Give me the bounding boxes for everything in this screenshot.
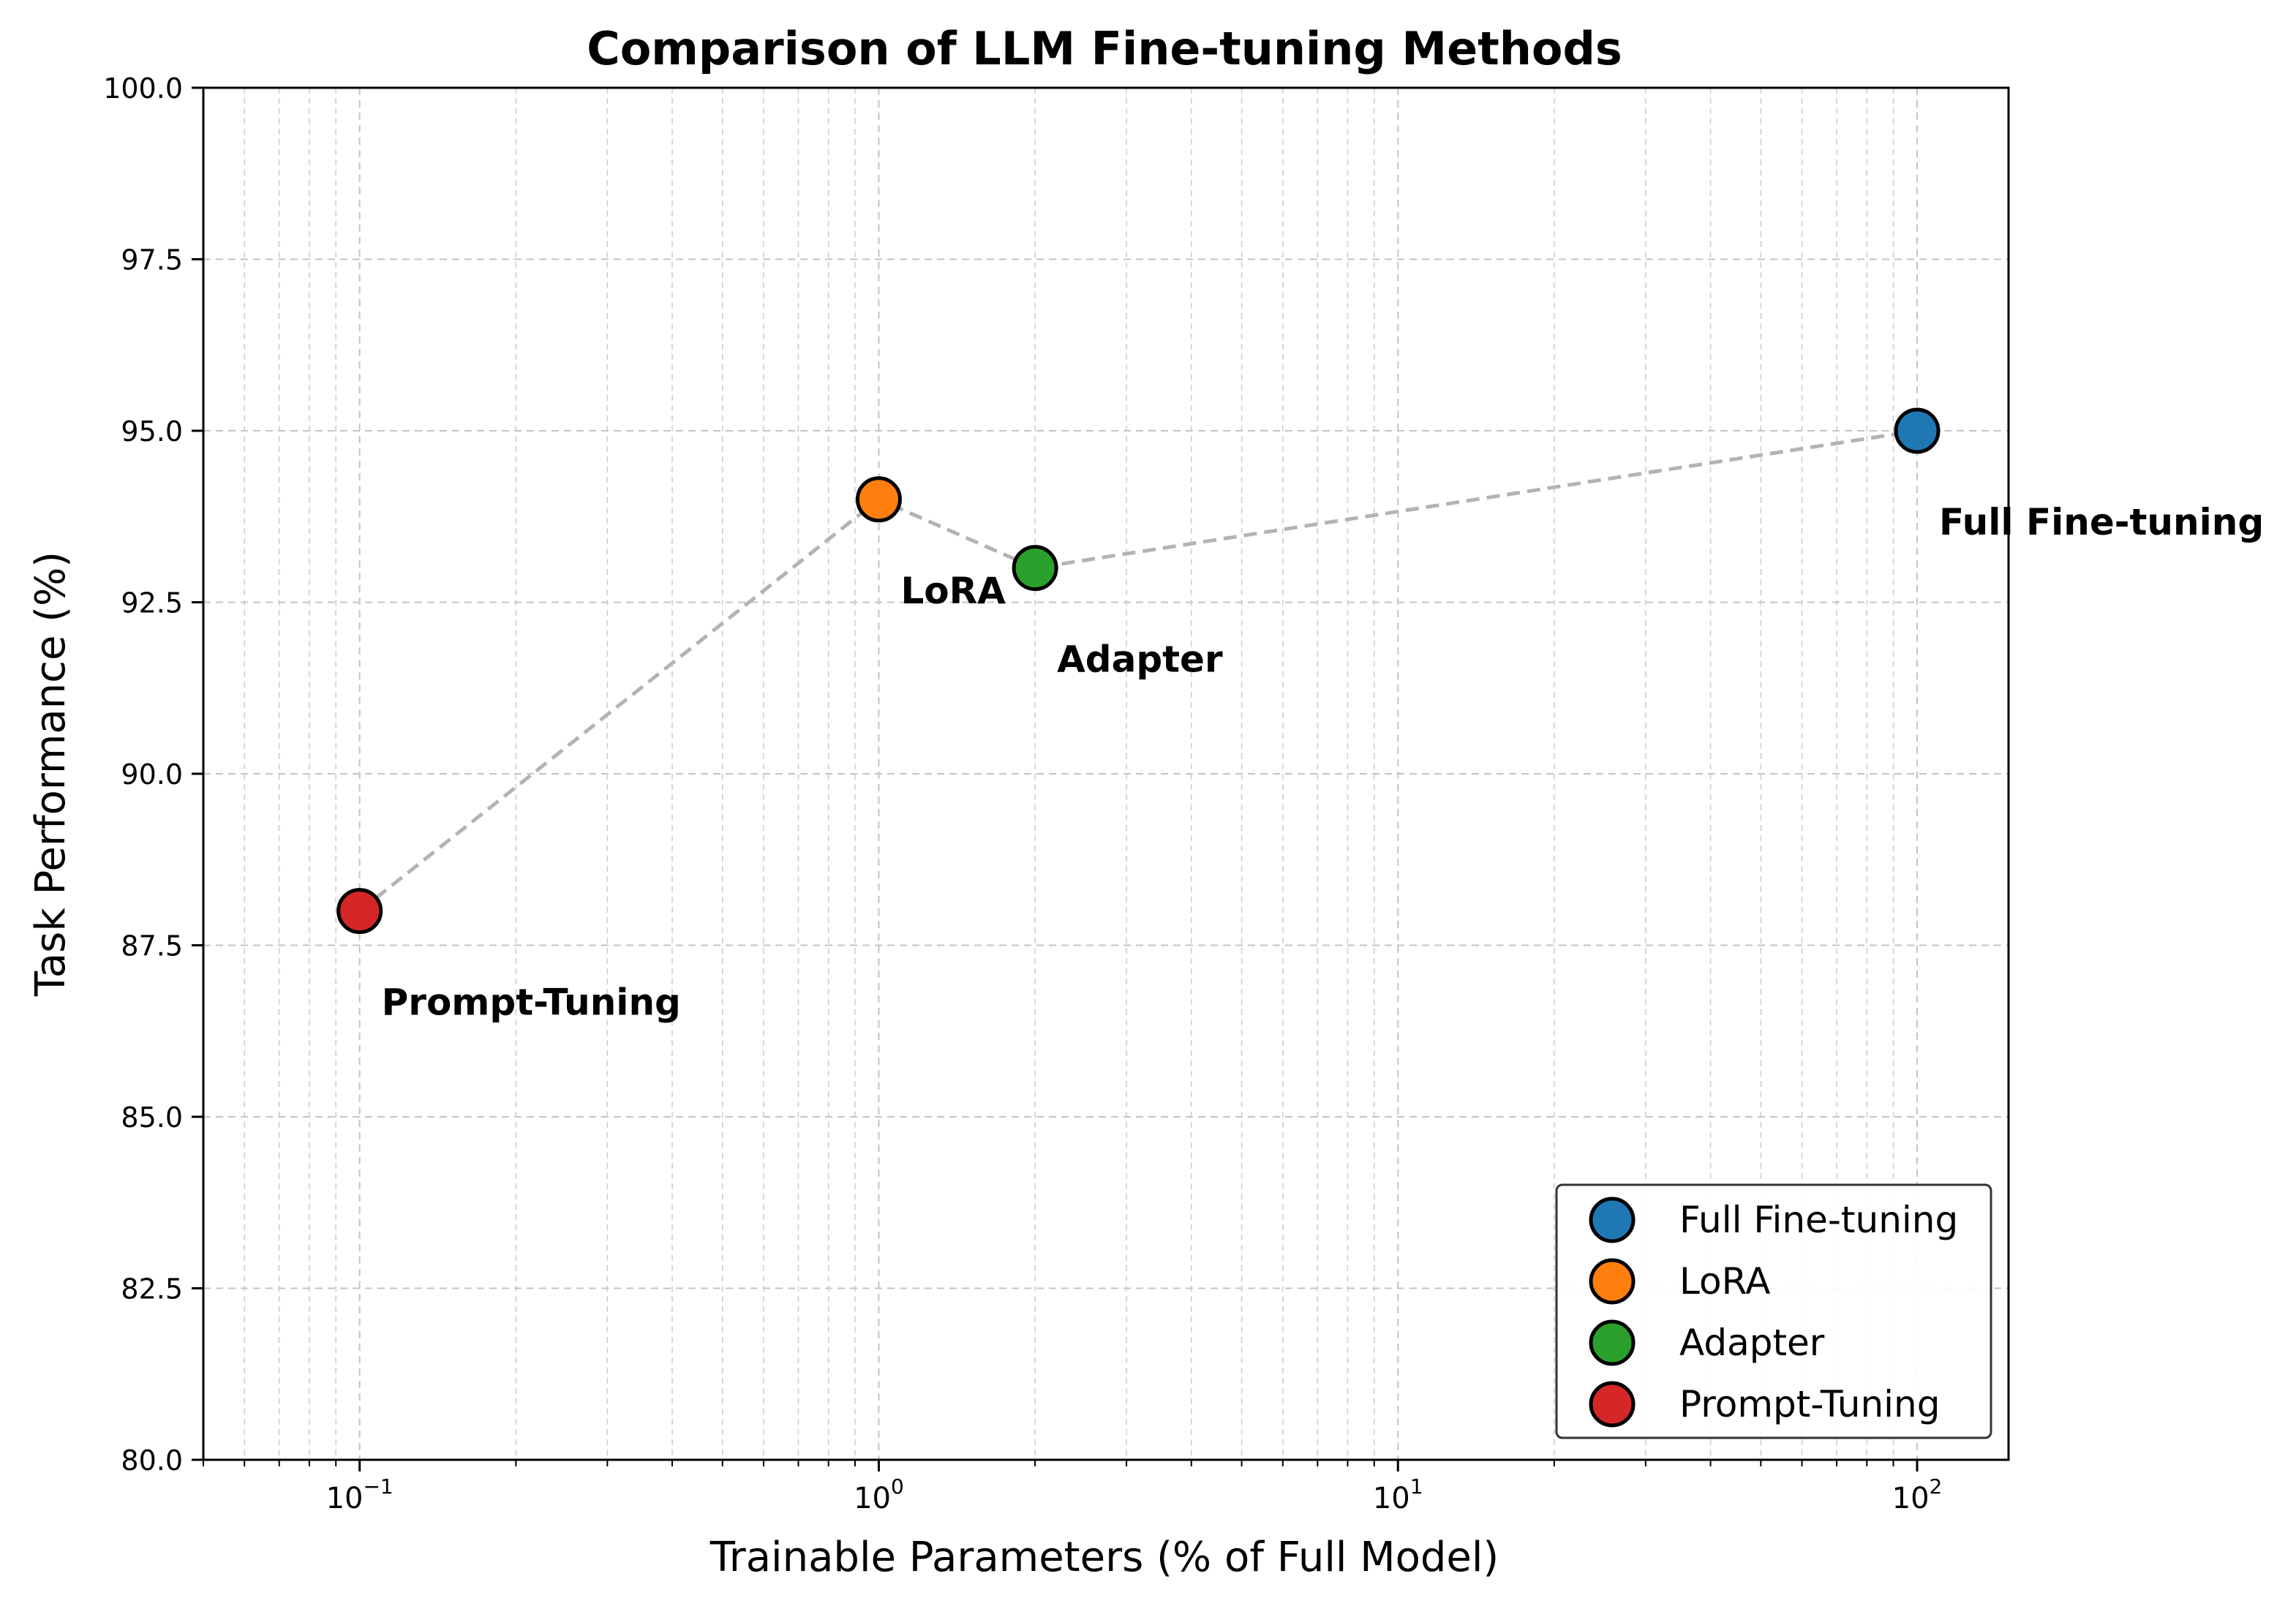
y-tick-label: 80.0 <box>121 1444 183 1477</box>
point-label-lora: LoRA <box>900 570 1006 612</box>
y-tick-label: 100.0 <box>103 72 183 105</box>
legend: Full Fine-tuning LoRA Adapter Prompt-Tuning <box>1555 1183 1992 1439</box>
legend-marker-lora <box>1589 1258 1636 1305</box>
y-tick-label: 92.5 <box>121 587 183 619</box>
legend-marker-prompt-tuning <box>1589 1381 1636 1428</box>
legend-label-adapter: Adapter <box>1679 1322 1825 1364</box>
x-tick-label: 101 <box>1373 1474 1423 1515</box>
legend-label-lora: LoRA <box>1679 1260 1771 1303</box>
point-adapter <box>1012 545 1058 592</box>
y-tick-label: 85.0 <box>121 1101 183 1134</box>
point-prompt-tuning <box>336 888 383 935</box>
point-label-prompt-tuning: Prompt-Tuning <box>382 981 681 1024</box>
point-label-adapter: Adapter <box>1057 638 1223 681</box>
y-tick-label: 90.0 <box>121 758 183 791</box>
legend-box <box>1555 1183 1992 1439</box>
x-tick-label: 100 <box>854 1474 904 1515</box>
y-axis-label: Task Performance (%) <box>27 551 75 997</box>
x-axis-label: Trainable Parameters (% of Full Model) <box>709 1534 1499 1581</box>
y-tick-label: 95.0 <box>121 415 183 448</box>
legend-marker-adapter <box>1589 1319 1636 1366</box>
y-tick-label: 87.5 <box>121 930 183 962</box>
x-tick-label: 10−1 <box>326 1474 394 1515</box>
x-tick-label: 102 <box>1892 1474 1943 1515</box>
legend-marker-full-fine-tuning <box>1589 1197 1636 1243</box>
point-lora <box>855 476 902 523</box>
legend-label-prompt-tuning: Prompt-Tuning <box>1679 1383 1940 1425</box>
trend-line <box>358 429 1918 913</box>
legend-label-full-fine-tuning: Full Fine-tuning <box>1679 1199 1958 1241</box>
point-label-full-fine-tuning: Full Fine-tuning <box>1939 501 2264 543</box>
chart-title: Comparison of LLM Fine-tuning Methods <box>587 22 1622 75</box>
y-tick-label: 97.5 <box>121 244 183 276</box>
y-tick-label: 82.5 <box>121 1273 183 1305</box>
point-full-fine-tuning <box>1894 407 1941 454</box>
